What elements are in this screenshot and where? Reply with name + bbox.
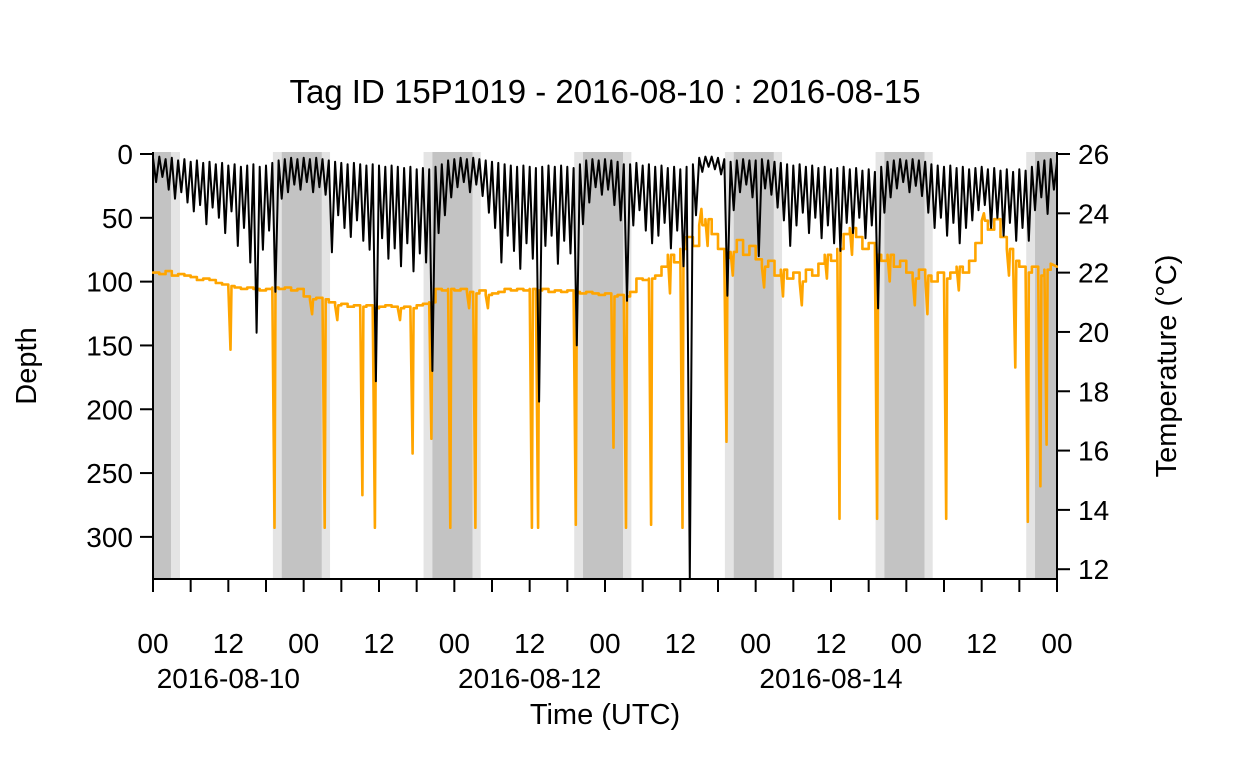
x-axis-hour-label: 12 xyxy=(213,628,244,659)
x-axis-hour-label: 00 xyxy=(439,628,470,659)
night-shading-bands xyxy=(153,152,1057,579)
night-band xyxy=(884,152,925,579)
x-axis-hour-label: 12 xyxy=(514,628,545,659)
y-right-tick-label: 16 xyxy=(1078,436,1109,467)
x-axis-hour-label: 00 xyxy=(288,628,319,659)
night-band xyxy=(583,152,624,579)
twilight-band xyxy=(272,152,282,579)
temperature-series-line xyxy=(152,207,1058,529)
twilight-band xyxy=(875,152,885,579)
chart-title: Tag ID 15P1019 - 2016-08-10 : 2016-08-15 xyxy=(289,73,920,110)
x-axis-hour-label: 00 xyxy=(891,628,922,659)
y-right-tick-label: 14 xyxy=(1078,495,1109,526)
x-axis-date-label: 2016-08-10 xyxy=(157,663,300,694)
twilight-band xyxy=(423,152,433,579)
depth-series-line xyxy=(152,155,1058,579)
twilight-band xyxy=(924,152,933,579)
y-right-tick-label: 24 xyxy=(1078,198,1109,229)
y-left-tick-label: 250 xyxy=(86,458,133,489)
x-axis-hour-label: 12 xyxy=(363,628,394,659)
x-axis-hour-label: 12 xyxy=(665,628,696,659)
x-axis-hour-label: 00 xyxy=(137,628,168,659)
x-axis-hour-label: 00 xyxy=(740,628,771,659)
twilight-band xyxy=(773,152,783,579)
y-right-tick-label: 18 xyxy=(1078,376,1109,407)
y-left-tick-label: 0 xyxy=(117,139,133,170)
x-axis-title: Time (UTC) xyxy=(530,699,680,731)
x-axis-hour-label: 12 xyxy=(815,628,846,659)
y-left-tick-label: 100 xyxy=(86,267,133,298)
night-band xyxy=(733,152,774,579)
twilight-band xyxy=(171,152,180,579)
x-axis-hour-label: 00 xyxy=(589,628,620,659)
twilight-band xyxy=(574,152,584,579)
y-right-tick-label: 22 xyxy=(1078,258,1109,289)
y-right-axis-title: Temperature (°C) xyxy=(1151,255,1183,478)
night-band xyxy=(281,152,322,579)
y-right-tick-label: 26 xyxy=(1078,139,1109,170)
y-left-tick-label: 50 xyxy=(102,203,133,234)
y-left-tick-label: 300 xyxy=(86,522,133,553)
twilight-band xyxy=(724,152,734,579)
y-left-axis-title: Depth xyxy=(11,327,43,404)
twilight-band xyxy=(1026,152,1036,579)
x-axis-date-label: 2016-08-14 xyxy=(759,663,902,694)
y-left-tick-label: 200 xyxy=(86,394,133,425)
x-axis-hour-label: 12 xyxy=(966,628,997,659)
x-axis-date-label: 2016-08-12 xyxy=(458,663,601,694)
night-band xyxy=(153,152,172,579)
y-left-tick-label: 150 xyxy=(86,330,133,361)
y-right-tick-label: 12 xyxy=(1078,554,1109,585)
y-right-tick-label: 20 xyxy=(1078,317,1109,348)
x-axis-hour-label: 00 xyxy=(1041,628,1072,659)
